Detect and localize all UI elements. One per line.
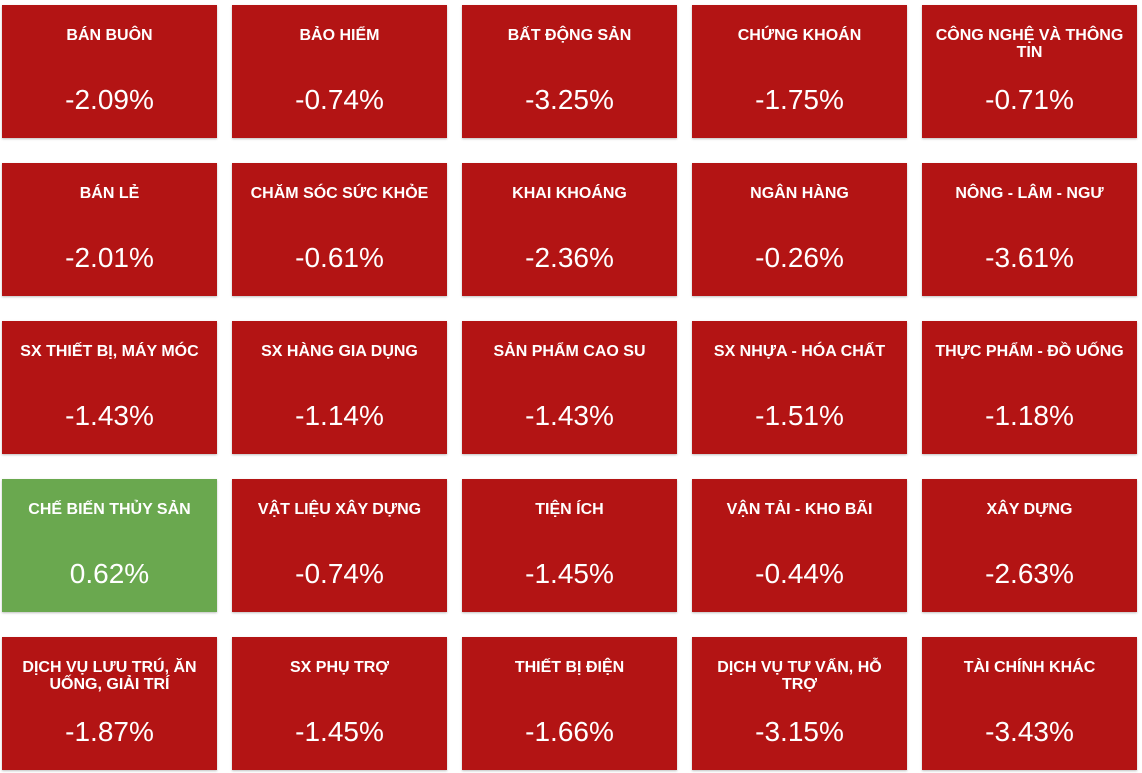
sector-name: NÔNG - LÂM - NGƯ xyxy=(955,185,1104,202)
sector-change: -0.74% xyxy=(295,84,384,115)
sector-name: BÁN BUÔN xyxy=(66,27,153,44)
sector-tile: THIẾT BỊ ĐIỆN -1.66% xyxy=(462,637,677,770)
sector-tile: DỊCH VỤ TƯ VẤN, HỖ TRỢ -3.15% xyxy=(692,637,907,770)
sector-name: THỰC PHẨM - ĐỒ UỐNG xyxy=(935,343,1124,360)
sector-tile: VẬT LIỆU XÂY DỰNG -0.74% xyxy=(232,479,447,612)
sector-change: -2.36% xyxy=(525,242,614,273)
sector-name: SẢN PHẨM CAO SU xyxy=(493,343,646,360)
sector-name: CHỨNG KHOÁN xyxy=(737,27,862,44)
sector-name: CHĂM SÓC SỨC KHỎE xyxy=(250,185,429,202)
sector-change: 0.62% xyxy=(69,558,150,589)
sector-tile: CHĂM SÓC SỨC KHỎE -0.61% xyxy=(232,163,447,296)
sector-change: -0.74% xyxy=(295,558,384,589)
sector-name: SX THIẾT BỊ, MÁY MÓC xyxy=(20,343,199,360)
sector-name: CÔNG NGHỆ VÀ THÔNG TIN xyxy=(935,27,1124,61)
sector-change: -1.45% xyxy=(295,716,384,747)
sector-name: SX PHỤ TRỢ xyxy=(290,659,389,676)
sector-tile: CÔNG NGHỆ VÀ THÔNG TIN -0.71% xyxy=(922,5,1137,138)
sector-change: -1.87% xyxy=(65,716,154,747)
sector-name: TÀI CHÍNH KHÁC xyxy=(963,659,1096,676)
sector-tile: CHẾ BIẾN THỦY SẢN 0.62% xyxy=(2,479,217,612)
sector-tile: THỰC PHẨM - ĐỒ UỐNG -1.18% xyxy=(922,321,1137,454)
sector-tile: TIỆN ÍCH -1.45% xyxy=(462,479,677,612)
sector-name: BẤT ĐỘNG SẢN xyxy=(507,27,632,44)
sector-tile: BẤT ĐỘNG SẢN -3.25% xyxy=(462,5,677,138)
sector-tile: TÀI CHÍNH KHÁC -3.43% xyxy=(922,637,1137,770)
sector-tile: SX NHỰA - HÓA CHẤT -1.51% xyxy=(692,321,907,454)
sector-change: -1.43% xyxy=(65,400,154,431)
sector-change: -3.25% xyxy=(525,84,614,115)
sector-tile: KHAI KHOÁNG -2.36% xyxy=(462,163,677,296)
sector-change: -0.61% xyxy=(295,242,384,273)
sector-name: KHAI KHOÁNG xyxy=(512,185,627,202)
sector-name: VẬN TẢI - KHO BÃI xyxy=(726,501,873,518)
sector-name: BẢO HIỂM xyxy=(299,27,380,44)
sector-change: -1.45% xyxy=(525,558,614,589)
sector-change: -2.09% xyxy=(65,84,154,115)
sector-tile: SX HÀNG GIA DỤNG -1.14% xyxy=(232,321,447,454)
sector-change: -0.26% xyxy=(755,242,844,273)
sector-change: -0.71% xyxy=(985,84,1074,115)
sector-change: -1.18% xyxy=(985,400,1074,431)
sector-name: CHẾ BIẾN THỦY SẢN xyxy=(28,501,191,518)
sector-tile: NGÂN HÀNG -0.26% xyxy=(692,163,907,296)
sector-change: -1.75% xyxy=(755,84,844,115)
sector-tile: DỊCH VỤ LƯU TRÚ, ĂN UỐNG, GIẢI TRÍ -1.87% xyxy=(2,637,217,770)
sector-change: -3.15% xyxy=(755,716,844,747)
sector-name: BÁN LẺ xyxy=(79,185,140,202)
sector-change: -1.14% xyxy=(295,400,384,431)
sector-tile: VẬN TẢI - KHO BÃI -0.44% xyxy=(692,479,907,612)
sector-tile: CHỨNG KHOÁN -1.75% xyxy=(692,5,907,138)
sector-change: -2.01% xyxy=(65,242,154,273)
sector-change: -2.63% xyxy=(985,558,1074,589)
sector-change: -1.51% xyxy=(755,400,844,431)
sector-change: -0.44% xyxy=(755,558,844,589)
sector-name: XÂY DỰNG xyxy=(986,501,1073,518)
sector-name: NGÂN HÀNG xyxy=(750,185,849,202)
sector-tile: SX PHỤ TRỢ -1.45% xyxy=(232,637,447,770)
sector-name: SX NHỰA - HÓA CHẤT xyxy=(713,343,886,360)
sector-change: -3.61% xyxy=(985,242,1074,273)
sector-tile: BÁN LẺ -2.01% xyxy=(2,163,217,296)
sector-tile: NÔNG - LÂM - NGƯ -3.61% xyxy=(922,163,1137,296)
sector-name: SX HÀNG GIA DỤNG xyxy=(261,343,418,360)
sector-change: -1.43% xyxy=(525,400,614,431)
sector-name: DỊCH VỤ LƯU TRÚ, ĂN UỐNG, GIẢI TRÍ xyxy=(22,659,197,693)
sector-tile: SX THIẾT BỊ, MÁY MÓC -1.43% xyxy=(2,321,217,454)
sector-change: -3.43% xyxy=(985,716,1074,747)
sector-name: VẬT LIỆU XÂY DỰNG xyxy=(257,501,422,518)
sector-tile: BẢO HIỂM -0.74% xyxy=(232,5,447,138)
sector-name: THIẾT BỊ ĐIỆN xyxy=(514,659,625,676)
sector-change: -1.66% xyxy=(525,716,614,747)
sector-tile: SẢN PHẨM CAO SU -1.43% xyxy=(462,321,677,454)
sector-tile: XÂY DỰNG -2.63% xyxy=(922,479,1137,612)
sector-name: DỊCH VỤ TƯ VẤN, HỖ TRỢ xyxy=(717,659,882,693)
sector-name: TIỆN ÍCH xyxy=(535,501,604,518)
sector-tile: BÁN BUÔN -2.09% xyxy=(2,5,217,138)
